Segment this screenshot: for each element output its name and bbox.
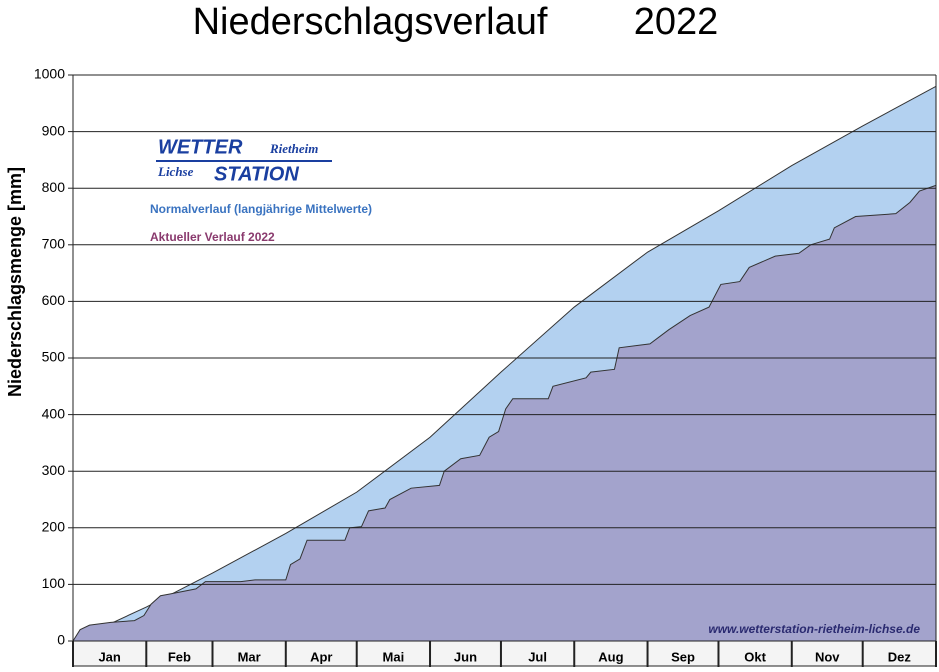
x-tick-label: Mar bbox=[238, 649, 261, 664]
chart-title-year: 2022 bbox=[634, 1, 719, 43]
x-tick-label: Jan bbox=[98, 649, 120, 664]
x-tick-label: Jun bbox=[454, 649, 477, 664]
x-tick-label: Okt bbox=[744, 649, 766, 664]
legend-label: Normalverlauf (langjährige Mittelwerte) bbox=[150, 202, 372, 216]
y-tick-label: 500 bbox=[42, 349, 66, 365]
chart-title: Niederschlagsverlauf bbox=[193, 1, 548, 43]
y-tick-label: 0 bbox=[57, 632, 65, 648]
x-tick-label: Jul bbox=[528, 649, 547, 664]
x-tick-label: Dez bbox=[888, 649, 912, 664]
logo-text: Lichse bbox=[157, 164, 194, 179]
y-axis-label: Niederschlagsmenge [mm] bbox=[5, 167, 25, 397]
x-tick-label: Aug bbox=[598, 649, 623, 664]
y-tick-label: 900 bbox=[42, 122, 66, 138]
y-tick-label: 1000 bbox=[34, 66, 65, 82]
logo-text: Rietheim bbox=[269, 141, 318, 156]
x-tick-label: Mai bbox=[383, 649, 405, 664]
y-tick-label: 200 bbox=[42, 519, 66, 535]
legend-label: Aktueller Verlauf 2022 bbox=[150, 230, 275, 244]
logo-text: WETTER bbox=[158, 136, 243, 158]
x-tick-label: Nov bbox=[815, 649, 840, 664]
x-tick-label: Apr bbox=[310, 649, 332, 664]
y-tick-label: 600 bbox=[42, 292, 66, 308]
x-axis-band bbox=[72, 640, 937, 667]
y-tick-label: 300 bbox=[42, 462, 66, 478]
x-tick-label: Sep bbox=[671, 649, 695, 664]
y-tick-label: 400 bbox=[42, 405, 66, 421]
y-tick-label: 100 bbox=[42, 575, 66, 591]
y-tick-label: 700 bbox=[42, 236, 66, 252]
area bbox=[72, 184, 937, 642]
logo-text: STATION bbox=[214, 163, 299, 185]
footer: www.wetterstation-rietheim-lichse.de bbox=[708, 622, 920, 636]
y-tick-label: 800 bbox=[42, 179, 66, 195]
x-tick-label: Feb bbox=[168, 649, 191, 664]
